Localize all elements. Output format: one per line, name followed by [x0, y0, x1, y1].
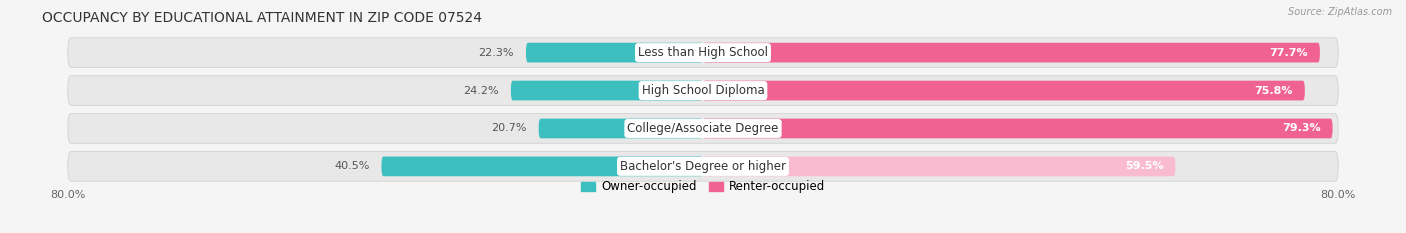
Text: 80.0%: 80.0%: [1320, 190, 1355, 200]
FancyBboxPatch shape: [703, 81, 1305, 100]
Text: High School Diploma: High School Diploma: [641, 84, 765, 97]
Legend: Owner-occupied, Renter-occupied: Owner-occupied, Renter-occupied: [576, 176, 830, 198]
FancyBboxPatch shape: [381, 157, 703, 176]
FancyBboxPatch shape: [67, 38, 1339, 67]
Text: 80.0%: 80.0%: [51, 190, 86, 200]
Text: 79.3%: 79.3%: [1282, 123, 1320, 134]
FancyBboxPatch shape: [703, 119, 1333, 138]
Text: Source: ZipAtlas.com: Source: ZipAtlas.com: [1288, 7, 1392, 17]
Text: 22.3%: 22.3%: [478, 48, 515, 58]
FancyBboxPatch shape: [703, 157, 1175, 176]
Text: 40.5%: 40.5%: [335, 161, 370, 171]
Text: 75.8%: 75.8%: [1254, 86, 1294, 96]
FancyBboxPatch shape: [538, 119, 703, 138]
Text: 20.7%: 20.7%: [491, 123, 527, 134]
FancyBboxPatch shape: [703, 43, 1320, 62]
FancyBboxPatch shape: [67, 152, 1339, 181]
Text: College/Associate Degree: College/Associate Degree: [627, 122, 779, 135]
Text: Bachelor's Degree or higher: Bachelor's Degree or higher: [620, 160, 786, 173]
Text: OCCUPANCY BY EDUCATIONAL ATTAINMENT IN ZIP CODE 07524: OCCUPANCY BY EDUCATIONAL ATTAINMENT IN Z…: [42, 11, 482, 25]
Text: 77.7%: 77.7%: [1270, 48, 1308, 58]
FancyBboxPatch shape: [526, 43, 703, 62]
Text: 59.5%: 59.5%: [1125, 161, 1164, 171]
FancyBboxPatch shape: [510, 81, 703, 100]
FancyBboxPatch shape: [67, 76, 1339, 105]
Text: 24.2%: 24.2%: [464, 86, 499, 96]
FancyBboxPatch shape: [67, 114, 1339, 143]
Text: Less than High School: Less than High School: [638, 46, 768, 59]
